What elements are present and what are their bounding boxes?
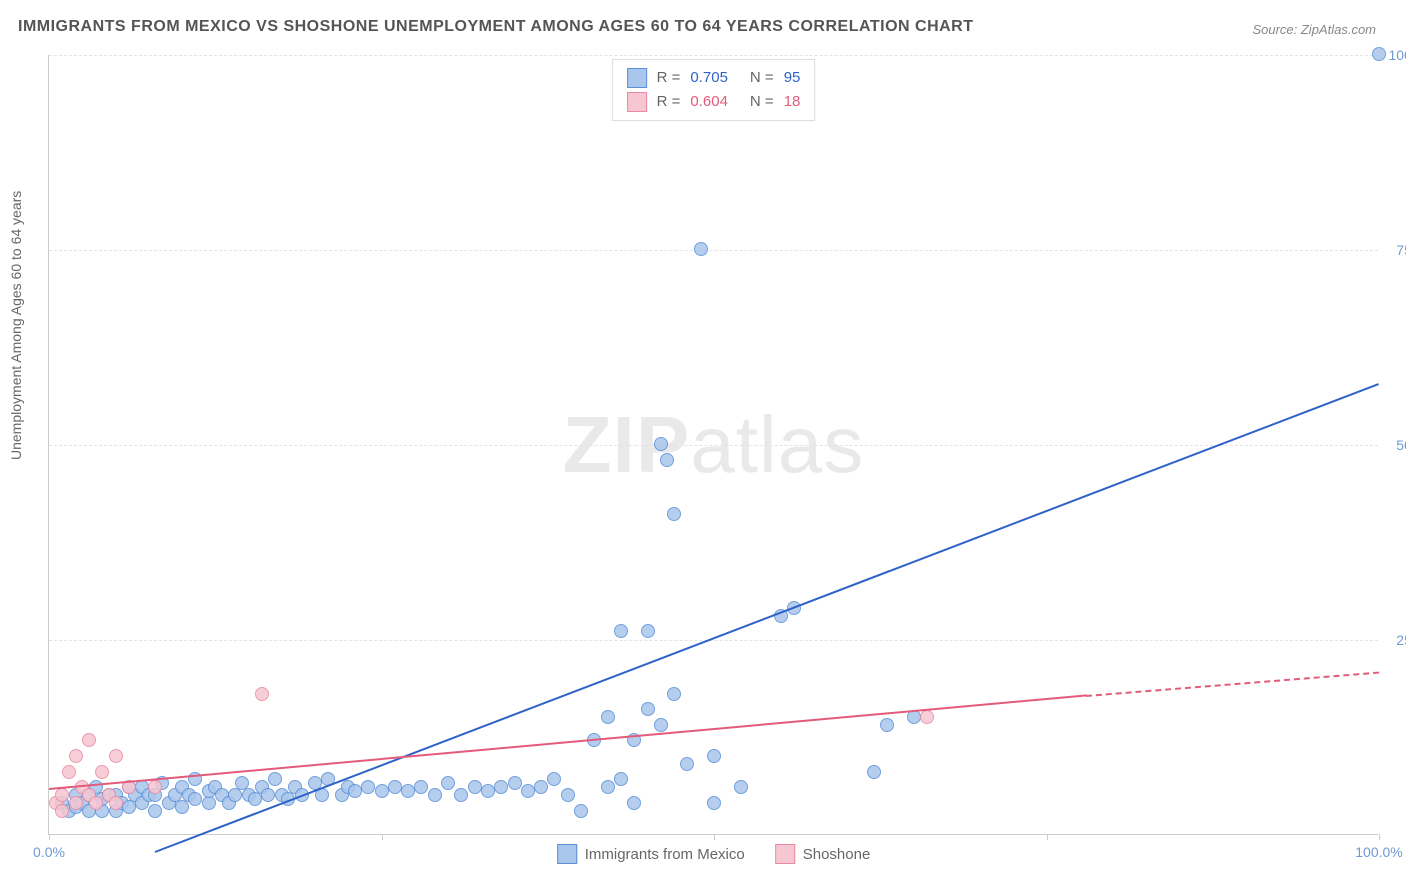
data-point (654, 437, 668, 451)
legend-label: Immigrants from Mexico (585, 846, 745, 863)
data-point (109, 796, 123, 810)
legend-item: Immigrants from Mexico (557, 844, 745, 864)
x-tick-mark (49, 834, 50, 840)
trend-line-dashed (1086, 671, 1379, 696)
data-point (62, 765, 76, 779)
data-point (148, 780, 162, 794)
data-point (880, 718, 894, 732)
data-point (401, 784, 415, 798)
data-point (95, 765, 109, 779)
x-tick-mark (382, 834, 383, 840)
data-point (508, 776, 522, 790)
grid-line (49, 445, 1378, 446)
legend-swatch (627, 68, 647, 88)
data-point (89, 796, 103, 810)
y-tick-label: 25.0% (1396, 632, 1406, 648)
r-label: R = (657, 90, 681, 114)
source-label: Source: ZipAtlas.com (1252, 22, 1376, 37)
data-point (55, 804, 69, 818)
data-point (707, 749, 721, 763)
data-point (534, 780, 548, 794)
x-tick-mark (714, 834, 715, 840)
legend-swatch (627, 92, 647, 112)
data-point (268, 772, 282, 786)
data-point (521, 784, 535, 798)
r-value: 0.604 (690, 90, 728, 114)
data-point (660, 453, 674, 467)
series-legend: Immigrants from Mexico Shoshone (557, 844, 871, 864)
data-point (680, 757, 694, 771)
data-point (547, 772, 561, 786)
n-label: N = (750, 66, 774, 90)
data-point (69, 749, 83, 763)
trend-line (155, 383, 1379, 853)
data-point (69, 796, 83, 810)
n-label: N = (750, 90, 774, 114)
grid-line (49, 55, 1378, 56)
grid-line (49, 640, 1378, 641)
data-point (614, 772, 628, 786)
data-point (734, 780, 748, 794)
data-point (388, 780, 402, 794)
data-point (641, 702, 655, 716)
data-point (614, 624, 628, 638)
y-axis-label: Unemployment Among Ages 60 to 64 years (8, 191, 24, 460)
data-point (109, 749, 123, 763)
y-tick-label: 75.0% (1396, 242, 1406, 258)
trend-line (49, 695, 1087, 791)
data-point (574, 804, 588, 818)
grid-line (49, 250, 1378, 251)
data-point (694, 242, 708, 256)
data-point (601, 780, 615, 794)
data-point (601, 710, 615, 724)
data-point (441, 776, 455, 790)
data-point (375, 784, 389, 798)
chart-title: IMMIGRANTS FROM MEXICO VS SHOSHONE UNEMP… (18, 18, 974, 36)
data-point (1372, 47, 1386, 61)
data-point (867, 765, 881, 779)
x-tick-mark (1379, 834, 1380, 840)
data-point (414, 780, 428, 794)
data-point (667, 687, 681, 701)
data-point (481, 784, 495, 798)
data-point (494, 780, 508, 794)
x-tick-label: 0.0% (33, 844, 65, 860)
legend-label: Shoshone (803, 846, 871, 863)
data-point (261, 788, 275, 802)
data-point (188, 792, 202, 806)
legend-item: Shoshone (775, 844, 871, 864)
legend-swatch (775, 844, 795, 864)
data-point (667, 507, 681, 521)
data-point (428, 788, 442, 802)
n-value: 18 (784, 90, 801, 114)
x-tick-mark (1047, 834, 1048, 840)
data-point (82, 733, 96, 747)
data-point (920, 710, 934, 724)
data-point (454, 788, 468, 802)
r-label: R = (657, 66, 681, 90)
data-point (348, 784, 362, 798)
data-point (361, 780, 375, 794)
data-point (468, 780, 482, 794)
scatter-chart: ZIPatlas R =0.705N =95R =0.604N =18 Immi… (48, 55, 1378, 835)
r-value: 0.705 (690, 66, 728, 90)
legend-swatch (557, 844, 577, 864)
data-point (707, 796, 721, 810)
data-point (654, 718, 668, 732)
x-tick-label: 100.0% (1355, 844, 1402, 860)
n-value: 95 (784, 66, 801, 90)
data-point (561, 788, 575, 802)
legend-row: R = 0.604 N = 18 (627, 90, 801, 114)
data-point (55, 788, 69, 802)
data-point (148, 804, 162, 818)
correlation-legend: R = 0.705 N = 95 R = 0.604 N = 18 (612, 59, 816, 121)
legend-row: R = 0.705 N = 95 (627, 66, 801, 90)
y-tick-label: 100.0% (1389, 47, 1406, 63)
y-tick-label: 50.0% (1396, 437, 1406, 453)
data-point (641, 624, 655, 638)
data-point (255, 687, 269, 701)
data-point (627, 796, 641, 810)
